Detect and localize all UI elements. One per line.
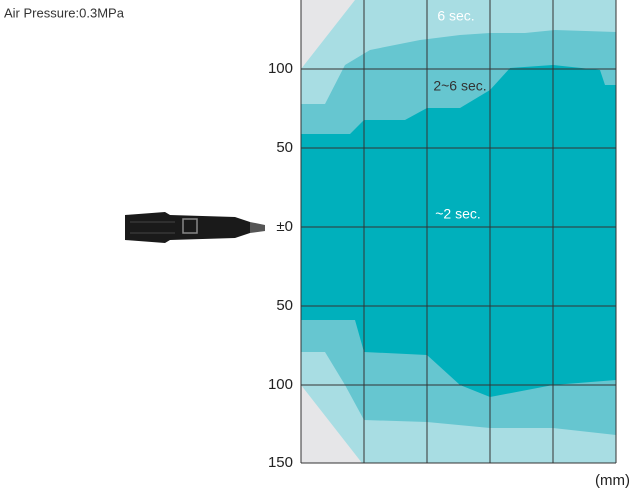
tick-label: 100 [268,60,293,77]
nozzle-icon [125,212,265,243]
zone-label: ~2 sec. [435,206,481,222]
zone-label: 2~6 sec. [433,78,486,94]
spray-map: 6 sec. 2~6 sec. ~2 sec. [300,0,617,464]
tick-label: 50 [276,139,293,156]
y-ticks: 100 50 ±0 50 100 150 [268,60,293,471]
tick-label: 150 [268,454,293,471]
tick-label: 100 [268,376,293,393]
zone-label: 6 sec. [437,8,474,24]
tick-label: 50 [276,297,293,314]
grid [300,0,617,464]
tick-label: ±0 [276,218,293,235]
pressure-label: Air Pressure:0.3MPa [4,5,125,20]
unit-label: (mm) [595,472,630,489]
